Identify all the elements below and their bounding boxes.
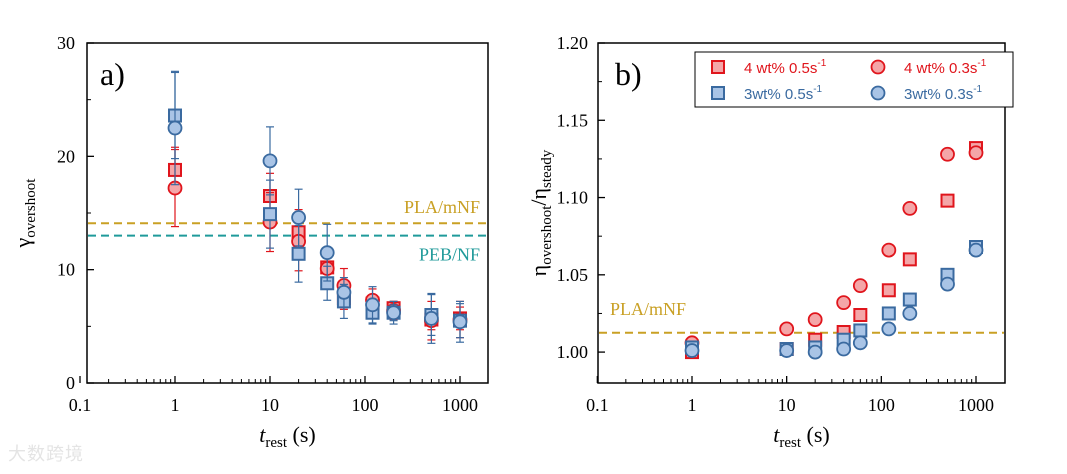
data-point-circle xyxy=(262,153,278,169)
x-label-sub: rest xyxy=(265,435,287,451)
data-point-circle xyxy=(167,120,183,136)
x-label-unit: (s) xyxy=(801,422,830,447)
data-point-circle xyxy=(968,242,984,258)
reference-line-label: PEB/NF xyxy=(419,245,480,265)
y-tick-label: 30 xyxy=(57,33,75,53)
data-point-circle xyxy=(852,278,868,294)
y-tick-label: 20 xyxy=(57,146,75,166)
reference-line-label: PLA/mNF xyxy=(610,299,686,319)
data-point-circle xyxy=(902,306,918,321)
legend-marker-square xyxy=(711,60,725,74)
y-tick-label: 1.10 xyxy=(557,188,589,208)
legend-label-text: 4 wt% 0.3s xyxy=(904,60,977,77)
x-label-sub: rest xyxy=(779,435,801,451)
data-point-square xyxy=(263,207,277,222)
data-point-circle xyxy=(386,305,401,321)
x-tick-label: 1000 xyxy=(442,395,478,415)
x-tick-label: 100 xyxy=(352,395,379,415)
y-tick-label: 1.00 xyxy=(557,342,589,362)
y-label-main2: /η xyxy=(526,188,551,206)
y-axis-label: ηovershoot/ηsteady xyxy=(526,149,555,276)
data-point-circle xyxy=(881,321,897,337)
data-point-square xyxy=(853,323,868,338)
data-point-circle xyxy=(940,276,955,292)
data-point-square xyxy=(853,308,868,322)
legend-marker-circle xyxy=(870,85,886,101)
watermark: 大数跨境 xyxy=(8,444,84,465)
y-label-main: η xyxy=(526,265,551,277)
data-point-circle xyxy=(365,297,380,313)
y-label-sub: overshoot xyxy=(23,178,39,238)
x-tick-label: 10 xyxy=(778,395,796,415)
data-point-circle xyxy=(902,200,918,216)
legend-label-sup: -1 xyxy=(973,84,982,95)
x-axis-label: trest (s) xyxy=(773,422,830,451)
y-axis-label: γovershoot xyxy=(10,178,39,249)
x-tick-label: 1 xyxy=(688,395,697,415)
panel-b-chart: 0.1 1 10 100 1000 1.00 1.05 1.10 1.15 1.20 trest (… xyxy=(526,33,1014,451)
x-tick-label: 1000 xyxy=(958,395,994,415)
legend-marker-square xyxy=(711,86,725,100)
y-label-main: γ xyxy=(10,237,35,248)
data-point-circle xyxy=(452,314,468,330)
legend-label-sup: -1 xyxy=(817,58,826,69)
y-tick-label: 1.05 xyxy=(557,265,589,285)
data-point-square xyxy=(881,306,896,321)
data-point-circle xyxy=(807,344,823,360)
legend-label-sup: -1 xyxy=(813,84,822,95)
y-tick-label: 1.20 xyxy=(557,33,589,53)
legend-label-sup: -1 xyxy=(977,58,986,69)
data-point-circle xyxy=(779,321,795,337)
legend-label-text: 3wt% 0.3s xyxy=(904,86,973,103)
x-tick-label: 0.1 xyxy=(586,395,609,415)
x-tick-label: 100 xyxy=(868,395,895,415)
data-point-circle xyxy=(836,341,852,357)
data-point-square xyxy=(291,246,306,261)
data-point-circle xyxy=(291,210,306,225)
x-tick-label: 0.1 xyxy=(69,395,92,415)
x-label-main: t xyxy=(773,422,780,447)
legend-label-text: 3wt% 0.5s xyxy=(744,86,813,103)
x-tick-label: 1 xyxy=(171,395,180,415)
data-point-square xyxy=(881,283,896,298)
panel-label: a) xyxy=(100,56,125,92)
data-point-circle xyxy=(968,145,984,161)
y-tick-label: 0 xyxy=(66,373,75,393)
y-label-sub2: steady xyxy=(539,149,555,188)
data-point-square xyxy=(902,292,917,307)
data-point-circle xyxy=(807,312,823,328)
data-point-square xyxy=(940,193,955,208)
data-point-circle xyxy=(336,284,352,300)
data-point-circle xyxy=(424,310,439,326)
legend-marker-circle xyxy=(870,59,886,75)
y-tick-label: 10 xyxy=(57,260,75,280)
data-point-circle xyxy=(319,245,335,261)
x-tick-label: 10 xyxy=(261,395,279,415)
data-point-circle xyxy=(684,343,700,358)
plot-frame xyxy=(597,42,1006,384)
legend-label: 3wt% 0.3s-1 xyxy=(904,84,983,103)
data-point-circle xyxy=(881,242,897,258)
panel-a-chart: 0.1 1 10 100 1000 0 10 20 30 trest (s) γovershoot a… xyxy=(10,33,489,451)
legend-label: 4 wt% 0.3s-1 xyxy=(904,58,987,77)
legend-label-text: 4 wt% 0.5s xyxy=(744,60,817,77)
legend-box xyxy=(694,51,1014,108)
reference-line-label: PLA/mNF xyxy=(404,197,480,217)
panel-label: b) xyxy=(615,56,642,92)
x-axis-label: trest (s) xyxy=(259,422,316,451)
x-label-unit: (s) xyxy=(287,422,316,447)
data-point-circle xyxy=(779,343,795,358)
data-point-circle xyxy=(836,295,852,311)
y-label-sub: overshoot xyxy=(539,205,555,265)
data-point-circle xyxy=(940,146,955,162)
legend-label: 4 wt% 0.5s-1 xyxy=(744,58,827,77)
legend-label: 3wt% 0.5s-1 xyxy=(744,84,823,103)
x-label-main: t xyxy=(259,422,266,447)
data-point-square xyxy=(902,252,917,267)
data-point-circle xyxy=(852,335,868,351)
y-tick-label: 1.15 xyxy=(557,110,589,130)
